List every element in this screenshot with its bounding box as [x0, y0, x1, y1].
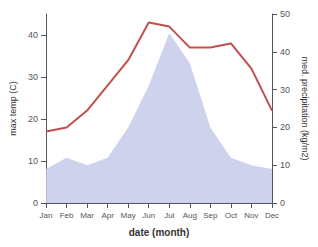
svg-text:med. precipitation (kg/m2): med. precipitation (kg/m2) [300, 56, 310, 160]
svg-text:Dec: Dec [265, 211, 279, 220]
svg-text:20: 20 [28, 114, 38, 124]
svg-text:Sep: Sep [203, 211, 218, 220]
svg-text:Apr: Apr [101, 211, 114, 220]
svg-text:Nov: Nov [244, 211, 258, 220]
svg-text:20: 20 [280, 122, 290, 132]
svg-text:Mar: Mar [80, 211, 94, 220]
svg-text:Aug: Aug [183, 211, 197, 220]
svg-text:50: 50 [280, 9, 290, 19]
svg-text:Oct: Oct [225, 211, 238, 220]
svg-text:10: 10 [28, 156, 38, 166]
svg-text:Feb: Feb [60, 211, 74, 220]
svg-text:May: May [121, 211, 136, 220]
svg-text:30: 30 [28, 72, 38, 82]
svg-text:0: 0 [33, 198, 38, 208]
svg-text:40: 40 [28, 30, 38, 40]
svg-text:40: 40 [280, 47, 290, 57]
svg-text:Jun: Jun [142, 211, 155, 220]
svg-text:0: 0 [280, 198, 285, 208]
svg-text:date (month): date (month) [129, 227, 190, 238]
svg-text:10: 10 [280, 160, 290, 170]
svg-text:Jan: Jan [40, 211, 53, 220]
svg-text:max temp (C): max temp (C) [8, 81, 18, 136]
svg-text:Jul: Jul [164, 211, 174, 220]
svg-text:30: 30 [280, 85, 290, 95]
